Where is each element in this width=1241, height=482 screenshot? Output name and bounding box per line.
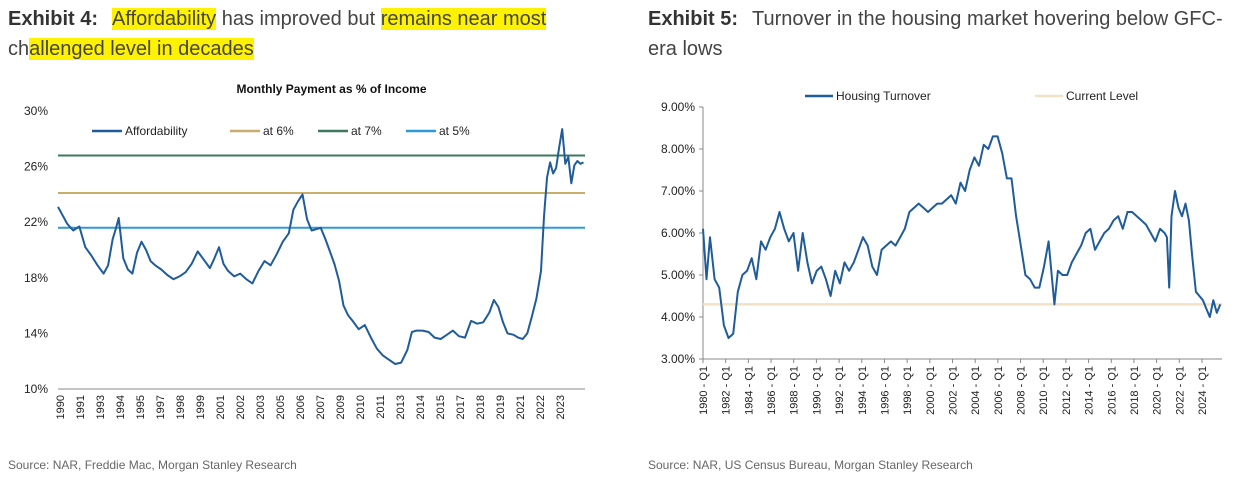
x-tick-label: 2015 xyxy=(435,395,447,419)
x-tick-label: 2019 xyxy=(495,395,507,419)
x-tick-label: 2022 xyxy=(535,395,547,419)
x-tick-label: 2020 - Q1 xyxy=(1152,366,1164,415)
x-tick-label: 2002 - Q1 xyxy=(948,366,960,415)
exhibit-4-label: Exhibit 4: xyxy=(8,8,99,30)
x-tick-label: 1991 xyxy=(75,395,87,419)
x-tick-label: 1990 - Q1 xyxy=(811,366,823,415)
y-tick-label: 18% xyxy=(24,271,48,285)
exhibit-4-title: Exhibit 4: Affordability has improved but… xyxy=(8,4,593,64)
exhibit-4-title-text: Affordability has improved but remains n… xyxy=(8,8,547,60)
x-tick-label: 1994 - Q1 xyxy=(857,366,869,415)
legend-label: Affordability xyxy=(125,124,187,138)
legend-label: at 6% xyxy=(263,124,294,138)
exhibit-5-source: Source: NAR, US Census Bureau, Morgan St… xyxy=(648,458,973,472)
x-tick-label: 1992 - Q1 xyxy=(834,366,846,415)
x-tick-label: 2018 - Q1 xyxy=(1129,366,1141,415)
x-tick-label: 1984 - Q1 xyxy=(743,366,755,415)
x-tick-label: 1999 xyxy=(195,395,207,419)
x-tick-label: 2013 xyxy=(395,395,407,419)
x-tick-label: 2007 xyxy=(315,395,327,419)
x-tick-label: 1980 - Q1 xyxy=(698,366,710,415)
x-tick-label: 1988 - Q1 xyxy=(789,366,801,415)
x-tick-label: 1997 xyxy=(155,395,167,419)
exhibit-4-title-part: allenged level in decades xyxy=(29,38,254,60)
x-tick-label: 1994 xyxy=(115,395,127,419)
y-tick-label: 14% xyxy=(24,326,48,340)
y-tick-label: 6.00% xyxy=(661,226,695,240)
x-tick-label: 2014 - Q1 xyxy=(1084,366,1096,415)
x-tick-label: 2008 - Q1 xyxy=(1016,366,1028,415)
y-tick-label: 26% xyxy=(24,160,48,174)
legend-label: Current Level xyxy=(1066,89,1138,103)
x-tick-label: 2005 xyxy=(275,395,287,419)
x-tick-label: 2000 - Q1 xyxy=(925,366,937,415)
exhibit-5-label: Exhibit 5: xyxy=(648,8,739,30)
x-tick-label: 1996 - Q1 xyxy=(879,366,891,415)
exhibit-5-panel: Exhibit 5: Turnover in the housing market… xyxy=(645,0,1241,482)
exhibit-4-title-part: Affordability xyxy=(112,8,217,30)
x-tick-label: 2014 xyxy=(415,395,427,419)
y-tick-label: 22% xyxy=(24,215,48,229)
y-tick-label: 8.00% xyxy=(661,142,695,156)
x-tick-label: 1995 xyxy=(135,395,147,419)
legend-label: at 5% xyxy=(439,124,470,138)
exhibit-4-panel: Exhibit 4: Affordability has improved but… xyxy=(0,0,600,482)
y-tick-label: 10% xyxy=(24,382,48,396)
x-tick-label: 2024 - Q1 xyxy=(1197,366,1209,415)
exhibit-4-title-part: ch xyxy=(8,38,30,60)
x-tick-label: 2003 xyxy=(255,395,267,419)
y-tick-label: 9.00% xyxy=(661,100,695,114)
exhibit-4-title-part: remains near most xyxy=(380,8,547,30)
exhibit-4-title-part: has improved but xyxy=(216,8,381,30)
x-tick-label: 2011 xyxy=(375,395,387,419)
x-tick-label: 2002 xyxy=(235,395,247,419)
x-tick-label: 2001 xyxy=(215,395,227,419)
x-tick-label: 2018 xyxy=(475,395,487,419)
x-tick-label: 2006 xyxy=(295,395,307,419)
x-tick-label: 1986 - Q1 xyxy=(766,366,778,415)
x-tick-label: 2022 - Q1 xyxy=(1174,366,1186,415)
x-tick-label: 1990 xyxy=(55,395,67,419)
y-tick-label: 30% xyxy=(24,104,48,118)
affordability-line xyxy=(57,128,584,365)
y-tick-label: 4.00% xyxy=(661,310,695,324)
y-tick-label: 7.00% xyxy=(661,184,695,198)
chart-4-title: Monthly Payment as % of Income xyxy=(236,82,426,96)
x-tick-label: 1998 xyxy=(175,395,187,419)
y-tick-label: 3.00% xyxy=(661,352,695,366)
x-tick-label: 1982 - Q1 xyxy=(721,366,733,415)
x-tick-label: 2006 - Q1 xyxy=(993,366,1005,415)
exhibit-4-source: Source: NAR, Freddie Mac, Morgan Stanley… xyxy=(8,458,297,472)
x-tick-label: 2009 xyxy=(335,395,347,419)
x-tick-label: 2004 - Q1 xyxy=(970,366,982,415)
x-tick-label: 2012 - Q1 xyxy=(1061,366,1073,415)
x-tick-label: 2010 xyxy=(355,395,367,419)
x-tick-label: 2021 xyxy=(515,395,527,419)
exhibit-5-title: Exhibit 5: Turnover in the housing market… xyxy=(648,4,1238,64)
legend-label: at 7% xyxy=(351,124,382,138)
housing-turnover-chart: 3.00% 4.00% 5.00% 6.00% 7.00% 8.00% 9.00% 1980 … xyxy=(661,89,1222,415)
x-tick-label: 2010 - Q1 xyxy=(1038,366,1050,415)
affordability-chart: Monthly Payment as % of Income 10% 14% 18% 2… xyxy=(24,82,585,419)
x-tick-label: 2016 - Q1 xyxy=(1106,366,1118,415)
legend-label: Housing Turnover xyxy=(836,89,931,103)
x-tick-label: 1993 xyxy=(95,395,107,419)
x-tick-label: 1998 - Q1 xyxy=(902,366,914,415)
x-tick-label: 2023 xyxy=(555,395,567,419)
y-tick-label: 5.00% xyxy=(661,268,695,282)
exhibit-5-title-text: Turnover in the housing market hovering … xyxy=(648,8,1223,60)
housing-turnover-line xyxy=(702,135,1222,339)
x-tick-label: 2017 xyxy=(455,395,467,419)
